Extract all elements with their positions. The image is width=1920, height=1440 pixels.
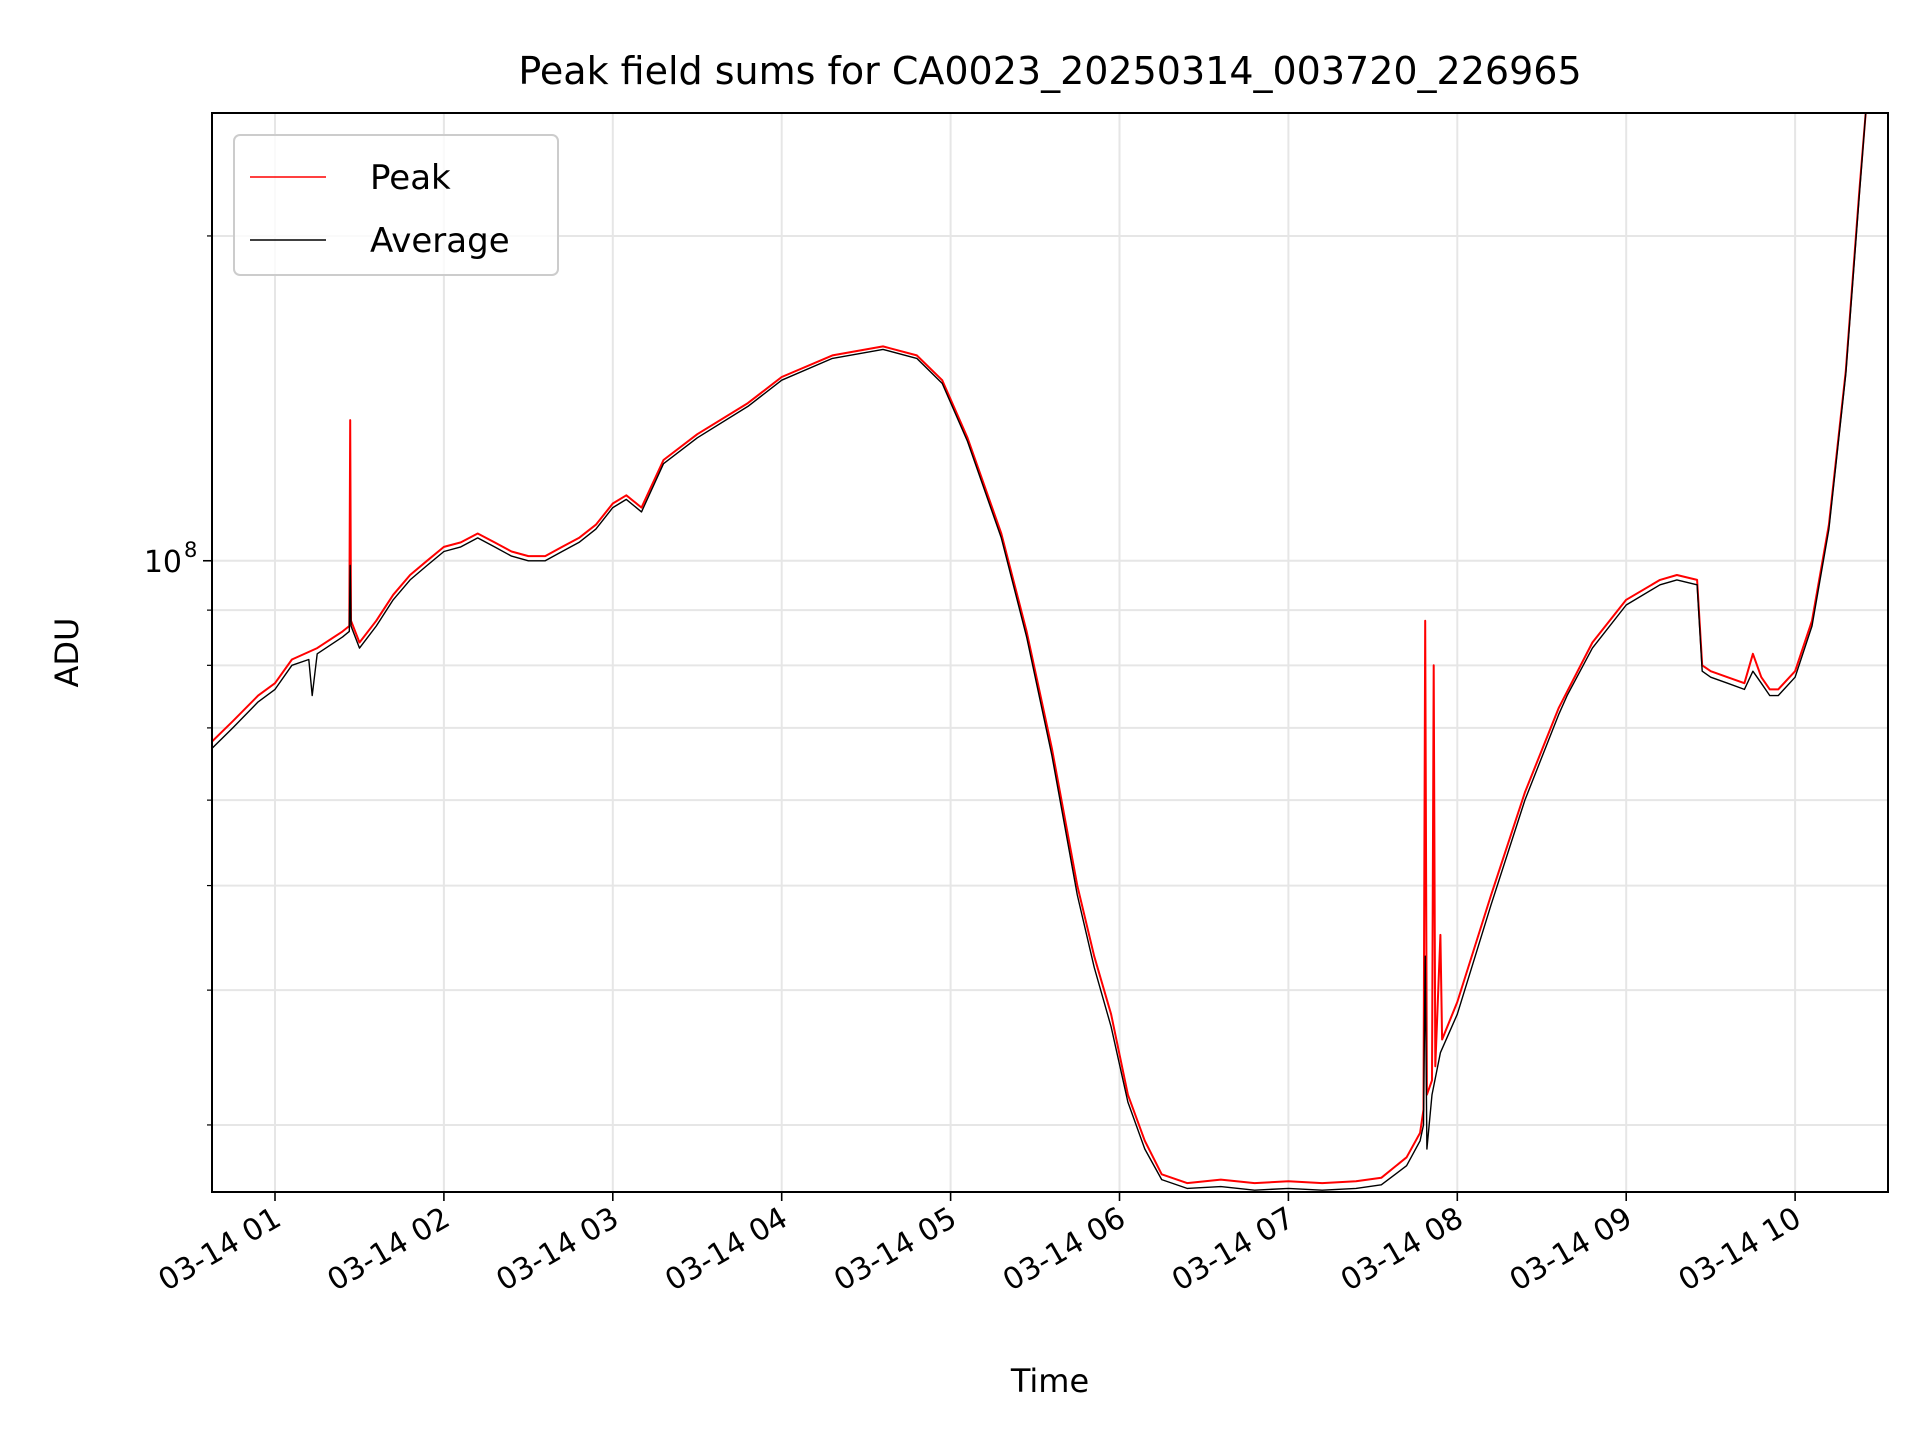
grid-lines — [212, 113, 1888, 1192]
plot-frame — [211, 112, 1889, 1193]
series-lines — [212, 113, 1867, 1191]
y-major-tick-label: 10 — [144, 545, 182, 580]
chart-title: Peak field sums for CA0023_20250314_0037… — [518, 49, 1581, 93]
legend: Peak Average — [233, 134, 559, 276]
x-axis-title: Time — [1010, 1362, 1089, 1400]
series-line-average — [212, 113, 1867, 1191]
legend-label-peak: Peak — [370, 158, 451, 198]
y-major-tick-exponent: 8 — [184, 538, 197, 562]
axes — [211, 112, 1889, 1193]
legend-label-average: Average — [370, 221, 510, 261]
y-axis-title: ADU — [48, 618, 86, 688]
